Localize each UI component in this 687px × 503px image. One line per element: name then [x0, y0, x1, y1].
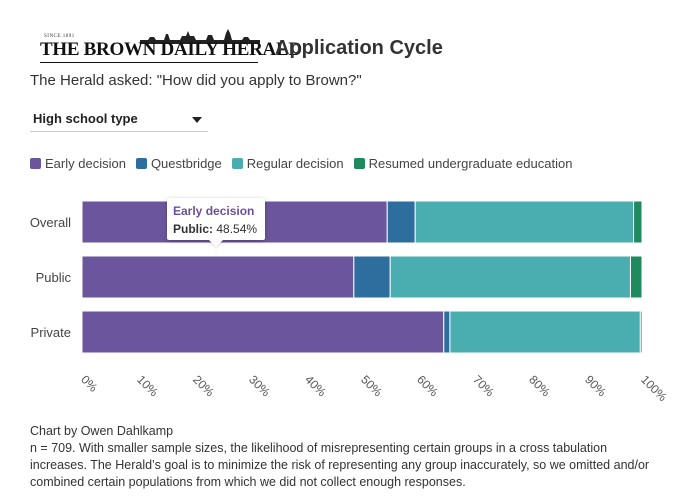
chart-tooltip: Early decision Public: 48.54% [167, 198, 265, 247]
x-tick-label: 40% [302, 372, 329, 399]
x-tick-label: 70% [470, 372, 497, 399]
bar-segment[interactable] [449, 310, 641, 354]
x-tick-label: 60% [414, 372, 441, 399]
bar-segment[interactable] [81, 255, 355, 299]
bar-segment[interactable] [639, 310, 643, 354]
legend-swatch [231, 157, 243, 169]
chart-title: Application Cycle [275, 37, 443, 59]
x-tick-label: 20% [190, 372, 217, 399]
x-tick-label: 0% [78, 372, 100, 394]
bar-segment[interactable] [81, 310, 445, 354]
x-tick-label: 30% [246, 372, 273, 399]
legend-label: Regular decision [246, 155, 344, 171]
x-tick-label: 90% [582, 372, 609, 399]
header: SINCE 1891 THE BROWN DAILY HERALD Applic… [40, 28, 660, 68]
legend-swatch [30, 157, 41, 169]
legend-label: Questbridge [150, 155, 222, 171]
chart-subtitle: The Herald asked: "How did you apply to … [30, 72, 362, 89]
legend-item[interactable]: Resumed undergraduate education [353, 155, 573, 171]
chart-footnote: n = 709. With smaller sample sizes, the … [30, 441, 650, 489]
tooltip-value: 48.54% [216, 222, 258, 236]
bar-segment[interactable] [633, 200, 643, 244]
chart-credit: Chart by Owen Dahlkamp [30, 424, 174, 438]
x-tick-label: 10% [134, 372, 161, 399]
masthead-name: THE BROWN DAILY HERALD [40, 39, 302, 60]
legend-swatch [135, 157, 147, 169]
chevron-down-icon [192, 117, 202, 123]
category-label: Overall [30, 215, 71, 230]
x-tick-label: 100% [638, 372, 670, 404]
chart-notes: Chart by Owen Dahlkamp n = 709. With sma… [30, 423, 660, 491]
bar-segment[interactable] [414, 200, 635, 244]
tooltip-category: Public: [173, 222, 214, 236]
legend-label: Resumed undergraduate education [368, 155, 573, 171]
legend-swatch [353, 157, 365, 169]
x-tick-label: 50% [358, 372, 385, 399]
legend-item[interactable]: Early decision [30, 156, 126, 171]
category-label: Public [36, 270, 72, 285]
bar-segment[interactable] [629, 255, 643, 299]
tooltip-arrow [209, 240, 223, 247]
chart-legend: Early decision Questbridge Regular decisio… [30, 154, 582, 172]
bar-segment[interactable] [353, 255, 391, 299]
stacked-bar-chart: Overall Public Private 0% 10% 20% 30% 40% 50% 60%… [30, 200, 670, 404]
masthead-logo: SINCE 1891 THE BROWN DAILY HERALD [40, 28, 302, 68]
masthead-rule [40, 62, 258, 63]
bar-segment[interactable] [389, 255, 631, 299]
legend-label: Early decision [45, 155, 126, 171]
x-tick-label: 80% [526, 372, 553, 399]
dropdown-selected-value: High school type [33, 111, 138, 126]
legend-item[interactable]: Regular decision [231, 155, 344, 171]
bar-segment[interactable] [386, 200, 416, 244]
legend-item[interactable]: Questbridge [135, 155, 222, 171]
bar-segment[interactable] [443, 310, 451, 354]
category-label: Private [31, 325, 71, 340]
masthead-since: SINCE 1891 [44, 34, 75, 39]
tooltip-series-name: Early decision [173, 204, 255, 218]
skyline-icon [140, 29, 260, 44]
tooltip-value-line: Public: 48.54% [173, 222, 257, 236]
grouping-dropdown[interactable]: High school type [30, 106, 208, 132]
